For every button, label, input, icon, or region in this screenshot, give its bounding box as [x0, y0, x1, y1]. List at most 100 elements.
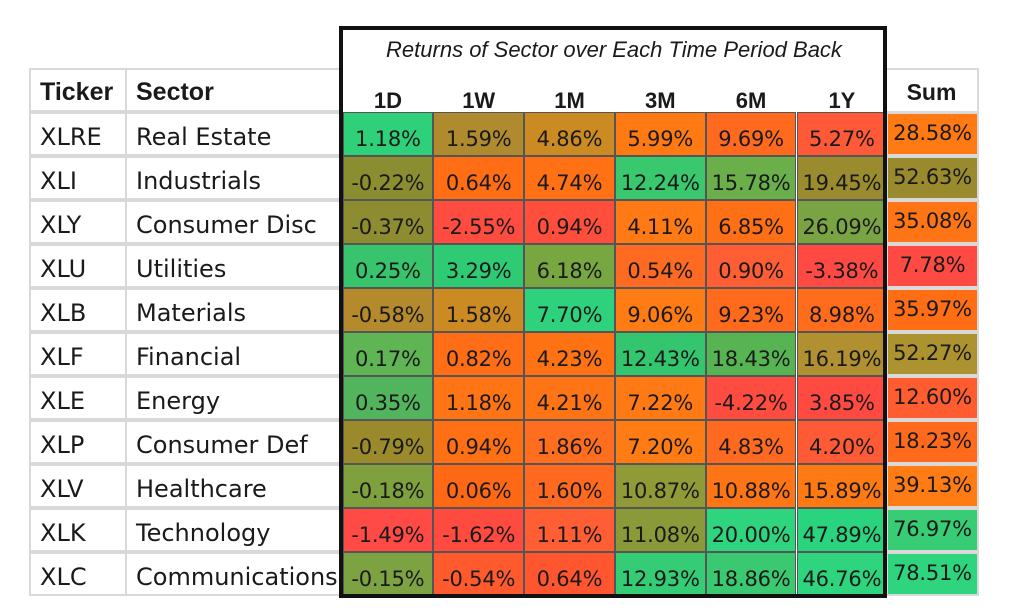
table-title: Returns of Sector over Each Time Period …	[386, 37, 842, 62]
heatmap-cell: 19.45%	[796, 156, 888, 200]
sum-cell: 76.97%	[886, 508, 979, 552]
heatmap-cell: 4.86%	[524, 112, 615, 156]
heatmap-cell: 1.18%	[433, 376, 525, 420]
heatmap-cell: 11.08%	[614, 508, 706, 552]
heatmap-cell: 4.83%	[705, 420, 797, 464]
heatmap-cell: 7.20%	[614, 420, 706, 464]
ticker-cell: XLC	[29, 552, 127, 596]
heatmap-cell: 6.18%	[524, 244, 615, 288]
heatmap-cell: -1.62%	[433, 508, 525, 552]
heatmap-cell: 1.86%	[524, 420, 615, 464]
sector-cell: Financial	[125, 332, 342, 376]
heatmap-cell: 4.23%	[524, 332, 615, 376]
heatmap-cell: -2.55%	[433, 200, 525, 244]
sector-cell: Energy	[125, 376, 342, 420]
heatmap-cell: 1.11%	[524, 508, 615, 552]
sector-cell: Technology	[125, 508, 342, 552]
heatmap-cell: 1.18%	[342, 112, 434, 156]
sum-cell: 35.97%	[886, 288, 979, 332]
heatmap-cell: 15.89%	[796, 464, 888, 508]
heatmap-cell: -0.37%	[342, 200, 434, 244]
heatmap-cell: 3.85%	[796, 376, 888, 420]
heatmap-cell: 4.21%	[524, 376, 615, 420]
heatmap-cell: 7.70%	[524, 288, 615, 332]
period-header-1w: 1W	[433, 68, 525, 112]
sum-cell: 18.23%	[886, 420, 979, 464]
heatmap-cell: 1.59%	[433, 112, 525, 156]
heatmap-cell: -0.58%	[342, 288, 434, 332]
heatmap-cell: 3.29%	[433, 244, 525, 288]
sector-cell: Materials	[125, 288, 342, 332]
heatmap-cell: -0.22%	[342, 156, 434, 200]
sector-cell: Consumer Def	[125, 420, 342, 464]
heatmap-cell: 6.85%	[705, 200, 797, 244]
heatmap-cell: -0.54%	[433, 552, 525, 596]
heatmap-cell: 1.60%	[524, 464, 615, 508]
heatmap-cell: -4.22%	[705, 376, 797, 420]
ticker-cell: XLF	[29, 332, 127, 376]
sum-cell: 12.60%	[886, 376, 979, 420]
heatmap-cell: 0.94%	[433, 420, 525, 464]
ticker-cell: XLB	[29, 288, 127, 332]
heatmap-cell: 20.00%	[705, 508, 797, 552]
heatmap-cell: 26.09%	[796, 200, 888, 244]
heatmap-cell: 0.94%	[524, 200, 615, 244]
sector-cell: Healthcare	[125, 464, 342, 508]
ticker-cell: XLY	[29, 200, 127, 244]
heatmap-cell: -3.38%	[796, 244, 888, 288]
sum-header: Sum	[884, 68, 979, 113]
heatmap-cell: 0.35%	[342, 376, 434, 420]
heatmap-cell: -1.49%	[342, 508, 434, 552]
sum-cell: 39.13%	[886, 464, 979, 508]
heatmap-cell: 1.58%	[433, 288, 525, 332]
heatmap-cell: 0.06%	[433, 464, 525, 508]
heatmap-cell: 10.87%	[614, 464, 706, 508]
ticker-cell: XLE	[29, 376, 127, 420]
heatmap-cell: 7.22%	[614, 376, 706, 420]
ticker-cell: XLV	[29, 464, 127, 508]
sector-cell: Industrials	[125, 156, 342, 200]
heatmap-cell: 8.98%	[796, 288, 888, 332]
sum-cell: 28.58%	[886, 112, 979, 156]
heatmap-cell: 0.64%	[524, 552, 615, 596]
sector-header: Sector	[125, 68, 342, 112]
sum-cell: 7.78%	[886, 244, 979, 288]
heatmap-cell: -0.79%	[342, 420, 434, 464]
heatmap-cell: 10.88%	[705, 464, 797, 508]
heatmap-cell: 0.90%	[705, 244, 797, 288]
heatmap-cell: 12.43%	[614, 332, 706, 376]
heatmap-cell: 4.11%	[614, 200, 706, 244]
period-header-6m: 6M	[705, 68, 797, 112]
period-header-3m: 3M	[614, 68, 706, 112]
ticker-cell: XLK	[29, 508, 127, 552]
heatmap-cell: 16.19%	[796, 332, 888, 376]
heatmap-cell: 4.74%	[524, 156, 615, 200]
period-header-1y: 1Y	[796, 68, 888, 112]
heatmap-cell: -0.15%	[342, 552, 434, 596]
sector-cell: Real Estate	[125, 112, 342, 156]
period-header-1d: 1D	[342, 68, 434, 112]
heatmap-cell: -0.18%	[342, 464, 434, 508]
ticker-header: Ticker	[29, 68, 127, 112]
heatmap-cell: 0.17%	[342, 332, 434, 376]
heatmap-cell: 0.54%	[614, 244, 706, 288]
sector-cell: Communications	[125, 552, 342, 596]
heatmap-cell: 18.43%	[705, 332, 797, 376]
heatmap-cell: 4.20%	[796, 420, 888, 464]
heatmap-cell: 18.86%	[705, 552, 797, 596]
sum-cell: 35.08%	[886, 200, 979, 244]
heatmap-cell: 9.06%	[614, 288, 706, 332]
heatmap-cell: 15.78%	[705, 156, 797, 200]
sector-cell: Consumer Disc	[125, 200, 342, 244]
heatmap-cell: 47.89%	[796, 508, 888, 552]
heatmap-cell: 9.69%	[705, 112, 797, 156]
sum-cell: 52.63%	[886, 156, 979, 200]
heatmap-cell: 12.24%	[614, 156, 706, 200]
heatmap-cell: 5.99%	[614, 112, 706, 156]
heatmap-cell: 12.93%	[614, 552, 706, 596]
sector-cell: Utilities	[125, 244, 342, 288]
ticker-cell: XLP	[29, 420, 127, 464]
heatmap-cell: 9.23%	[705, 288, 797, 332]
sum-cell: 52.27%	[886, 332, 979, 376]
